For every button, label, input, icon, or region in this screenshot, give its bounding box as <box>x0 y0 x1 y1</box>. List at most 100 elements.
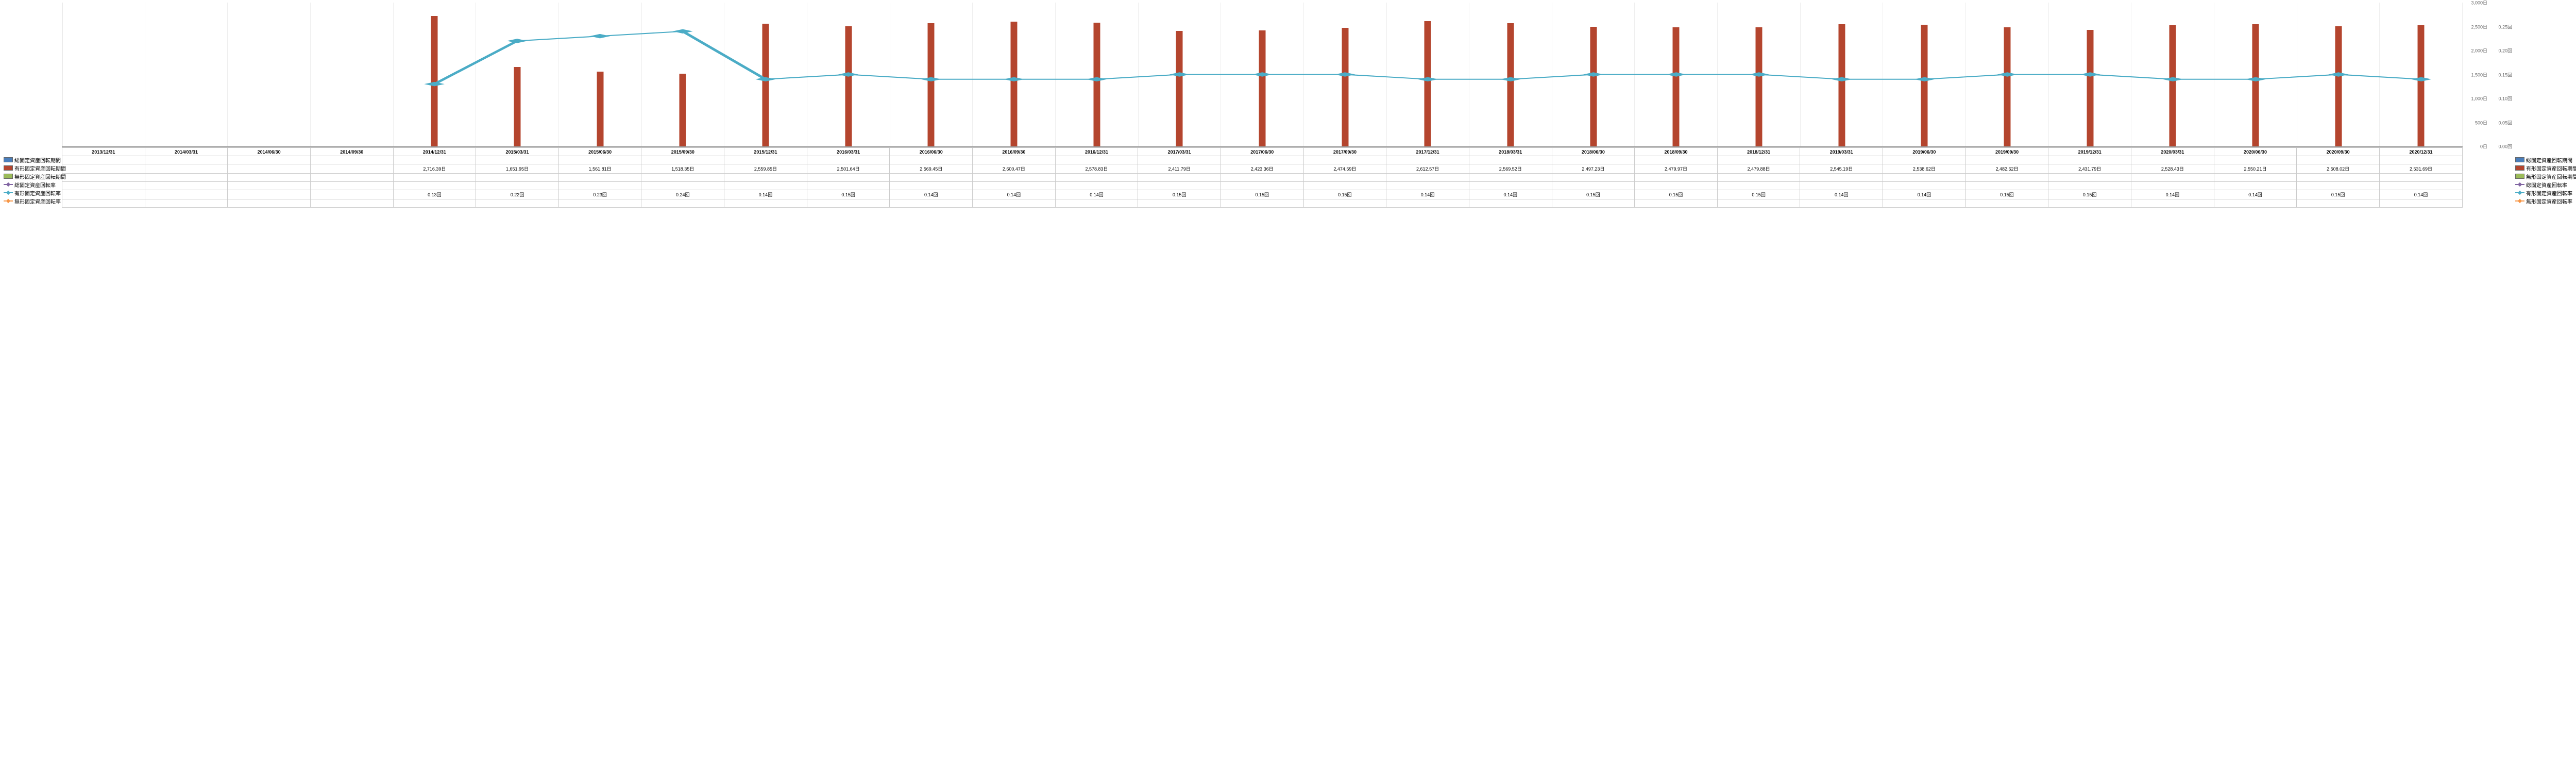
table-cell <box>890 182 973 190</box>
table-cell <box>1138 182 1221 190</box>
y-axis-ratio: 0.00回0.05回0.10回0.15回0.20回0.25回 <box>2489 3 2512 146</box>
table-cell <box>2297 182 2380 190</box>
table-cell <box>2048 182 2131 190</box>
table-cell <box>1303 174 1386 182</box>
date-header: 2018/03/31 <box>1469 148 1552 156</box>
table-cell: 0.14回 <box>1386 190 1469 199</box>
table-cell <box>2214 156 2297 164</box>
table-cell: 0.23回 <box>558 190 641 199</box>
table-cell <box>2297 174 2380 182</box>
table-cell <box>558 156 641 164</box>
date-header: 2020/12/31 <box>2379 148 2462 156</box>
legend-item-s1: 有形固定資産回転期間 <box>3 164 62 172</box>
table-cell: 0.14回 <box>973 190 1056 199</box>
table-cell <box>2048 156 2131 164</box>
table-cell <box>1055 199 1138 208</box>
table-cell: 2,559.85日 <box>724 164 807 174</box>
table-cell <box>1221 199 1303 208</box>
table-cell <box>1303 182 1386 190</box>
table-cell <box>2379 182 2462 190</box>
table-cell <box>393 199 476 208</box>
legend-label: 総固定資産回転期間 <box>14 156 61 164</box>
table-cell <box>1965 174 2048 182</box>
table-cell: 0.14回 <box>890 190 973 199</box>
table-cell <box>1635 199 1718 208</box>
line-marker <box>2080 72 2100 76</box>
table-cell: 0.24回 <box>641 190 724 199</box>
legend-item-s3: 総固定資産回転率 <box>2514 180 2573 189</box>
line-marker <box>1087 77 1107 81</box>
table-cell <box>228 190 311 199</box>
table-cell <box>228 164 311 174</box>
table-cell: 0.14回 <box>1800 190 1883 199</box>
date-header: 2015/12/31 <box>724 148 807 156</box>
table-cell: 2,578.83日 <box>1055 164 1138 174</box>
table-cell <box>641 199 724 208</box>
table-cell <box>2379 156 2462 164</box>
date-header: 2017/03/31 <box>1138 148 1221 156</box>
legend-item-s2: 無形固定資産回転期間 <box>2514 172 2573 180</box>
line-marker <box>755 77 776 81</box>
axis-tick: 0.05回 <box>2498 119 2512 126</box>
axis-tick: 2,500日 <box>2471 23 2487 30</box>
table-cell: 0.15回 <box>807 190 890 199</box>
table-cell <box>1800 182 1883 190</box>
line-marker <box>2328 72 2349 76</box>
table-cell <box>1800 199 1883 208</box>
table-cell <box>145 156 228 164</box>
table-cell <box>1552 199 1635 208</box>
date-header: 2015/03/31 <box>476 148 559 156</box>
table-cell <box>890 156 973 164</box>
line-marker <box>921 77 941 81</box>
table-cell <box>558 199 641 208</box>
legend-label: 総固定資産回転率 <box>14 181 56 189</box>
table-cell: 0.14回 <box>1469 190 1552 199</box>
line-marker <box>507 39 528 43</box>
date-header: 2018/06/30 <box>1552 148 1635 156</box>
table-cell <box>1883 182 1966 190</box>
table-cell <box>1055 156 1138 164</box>
legend-item-s5: 無形固定資産回転率 <box>2514 197 2573 205</box>
line-marker <box>590 34 611 38</box>
table-cell <box>2214 182 2297 190</box>
line-marker <box>1170 72 1190 76</box>
table-cell <box>641 174 724 182</box>
date-header: 2016/12/31 <box>1055 148 1138 156</box>
table-cell: 0.15回 <box>2048 190 2131 199</box>
table-cell: 2,716.39日 <box>393 164 476 174</box>
date-header: 2019/03/31 <box>1800 148 1883 156</box>
table-cell <box>62 199 145 208</box>
table-cell: 2,538.62日 <box>1883 164 1966 174</box>
table-cell: 0.15回 <box>1303 190 1386 199</box>
table-cell: 2,508.02日 <box>2297 164 2380 174</box>
line-marker <box>1749 72 1769 76</box>
table-row <box>62 182 2463 190</box>
line-marker <box>424 82 445 86</box>
table-cell <box>1221 174 1303 182</box>
table-cell <box>2214 199 2297 208</box>
table-cell <box>1717 174 1800 182</box>
table-cell <box>2379 199 2462 208</box>
table-cell <box>1800 174 1883 182</box>
table-cell <box>1303 199 1386 208</box>
table-cell: 2,423.36日 <box>1221 164 1303 174</box>
table-cell <box>2214 174 2297 182</box>
table-header-row: 2013/12/312014/03/312014/06/302014/09/30… <box>62 148 2463 156</box>
legend-label: 有形固定資産回転期間 <box>14 164 66 172</box>
table-cell: 0.14回 <box>1883 190 1966 199</box>
date-header: 2017/12/31 <box>1386 148 1469 156</box>
table-cell: 0.15回 <box>1965 190 2048 199</box>
table-cell <box>145 164 228 174</box>
table-row <box>62 199 2463 208</box>
table-cell <box>807 156 890 164</box>
table-cell: 0.15回 <box>1717 190 1800 199</box>
table-cell <box>1386 156 1469 164</box>
date-header: 2019/12/31 <box>2048 148 2131 156</box>
table-cell <box>1303 156 1386 164</box>
table-cell: 2,431.79日 <box>2048 164 2131 174</box>
table-cell <box>228 199 311 208</box>
table-cell <box>2131 156 2214 164</box>
legend-item-s4: 有形固定資産回転率 <box>3 189 62 197</box>
legend-label: 有形固定資産回転期間 <box>2526 164 2576 172</box>
table-cell <box>1055 174 1138 182</box>
